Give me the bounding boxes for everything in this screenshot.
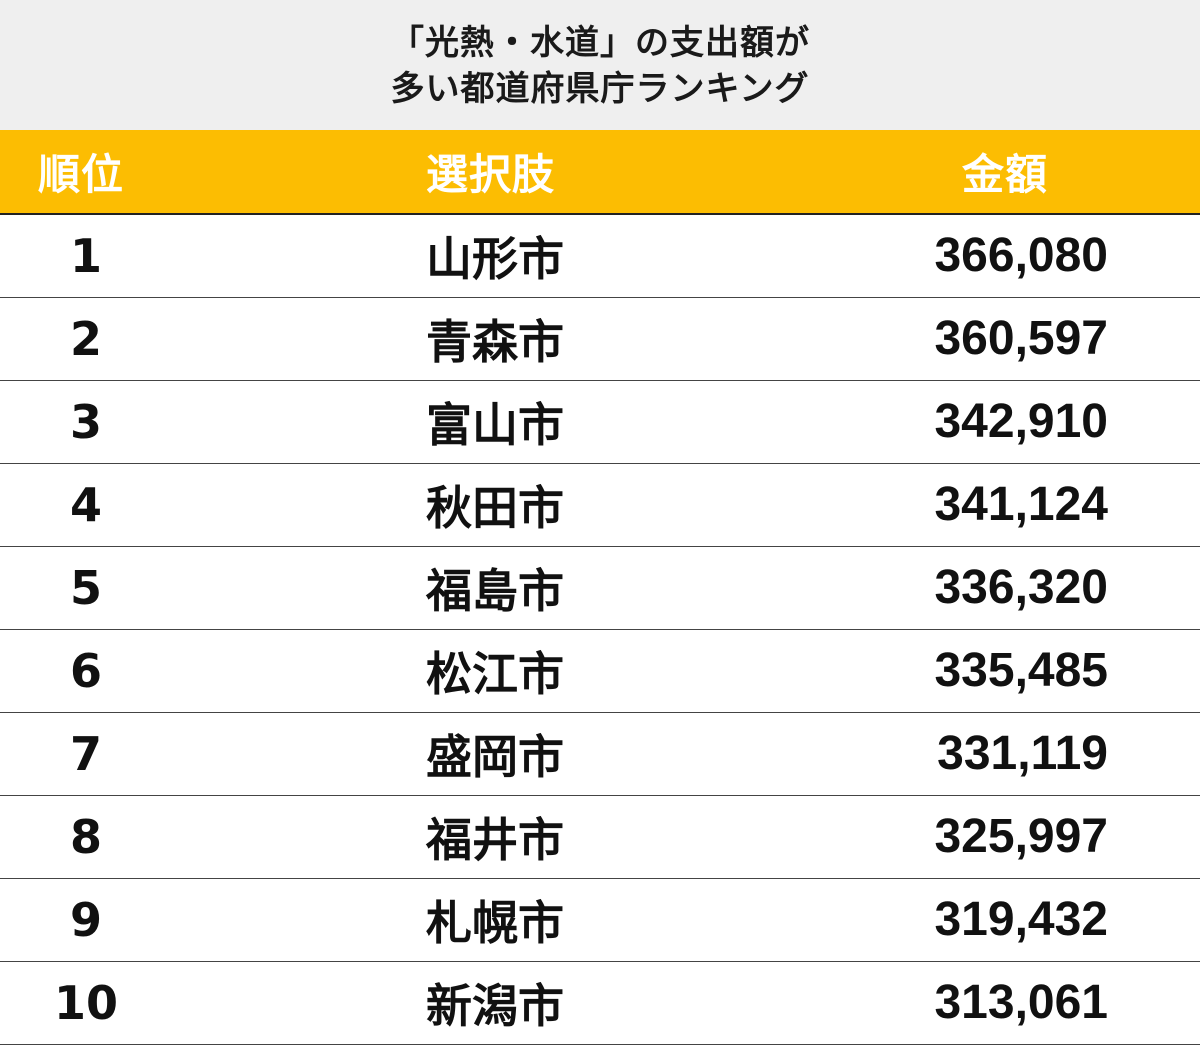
table-row: 8 福井市 325,997 [0,795,1200,879]
city-cell: 札幌市 [172,878,830,962]
table-row: 3 富山市 342,910 [0,380,1200,464]
rank-cell: 9 [0,878,172,962]
table-row: 9 札幌市 319,432 [0,878,1200,962]
rank-cell: 8 [0,795,172,879]
header-amount: 金額 [830,130,1200,215]
title-line-2: 多い都道府県庁ランキング [390,69,810,109]
amount-cell: 336,320 [830,546,1200,630]
header-rank: 順位 [0,130,172,215]
rank-cell: 3 [0,380,172,464]
rank-cell: 2 [0,297,172,381]
rank-cell: 1 [0,214,172,298]
amount-cell: 325,997 [830,795,1200,879]
rank-cell: 10 [0,961,172,1045]
city-cell: 福島市 [172,546,830,630]
amount-cell: 341,124 [830,463,1200,547]
amount-cell: 335,485 [830,629,1200,713]
amount-cell: 331,119 [830,712,1200,796]
rank-cell: 4 [0,463,172,547]
table-row: 5 福島市 336,320 [0,546,1200,630]
city-cell: 松江市 [172,629,830,713]
title-line-1: 「光熱・水道」の支出額が [390,23,810,63]
amount-cell: 360,597 [830,297,1200,381]
header-choice: 選択肢 [172,130,830,215]
city-cell: 秋田市 [172,463,830,547]
amount-cell: 342,910 [830,380,1200,464]
ranking-table: 順位 選択肢 金額 1 山形市 366,080 2 青森市 360,597 3 … [0,130,1200,1045]
rank-cell: 5 [0,546,172,630]
amount-cell: 366,080 [830,214,1200,298]
table-row: 7 盛岡市 331,119 [0,712,1200,796]
header-row: 順位 選択肢 金額 [0,130,1200,215]
amount-cell: 313,061 [830,961,1200,1045]
title-banner: 「光熱・水道」の支出額が 多い都道府県庁ランキング [0,0,1200,130]
table-row: 1 山形市 366,080 [0,214,1200,298]
rank-cell: 7 [0,712,172,796]
city-cell: 山形市 [172,214,830,298]
table-body: 1 山形市 366,080 2 青森市 360,597 3 富山市 342,91… [0,214,1200,1045]
table-row: 6 松江市 335,485 [0,629,1200,713]
city-cell: 富山市 [172,380,830,464]
city-cell: 福井市 [172,795,830,879]
table-row: 4 秋田市 341,124 [0,463,1200,547]
city-cell: 新潟市 [172,961,830,1045]
amount-cell: 319,432 [830,878,1200,962]
rank-cell: 6 [0,629,172,713]
city-cell: 青森市 [172,297,830,381]
table-row: 10 新潟市 313,061 [0,961,1200,1045]
city-cell: 盛岡市 [172,712,830,796]
table-row: 2 青森市 360,597 [0,297,1200,381]
table-header: 順位 選択肢 金額 [0,130,1200,215]
